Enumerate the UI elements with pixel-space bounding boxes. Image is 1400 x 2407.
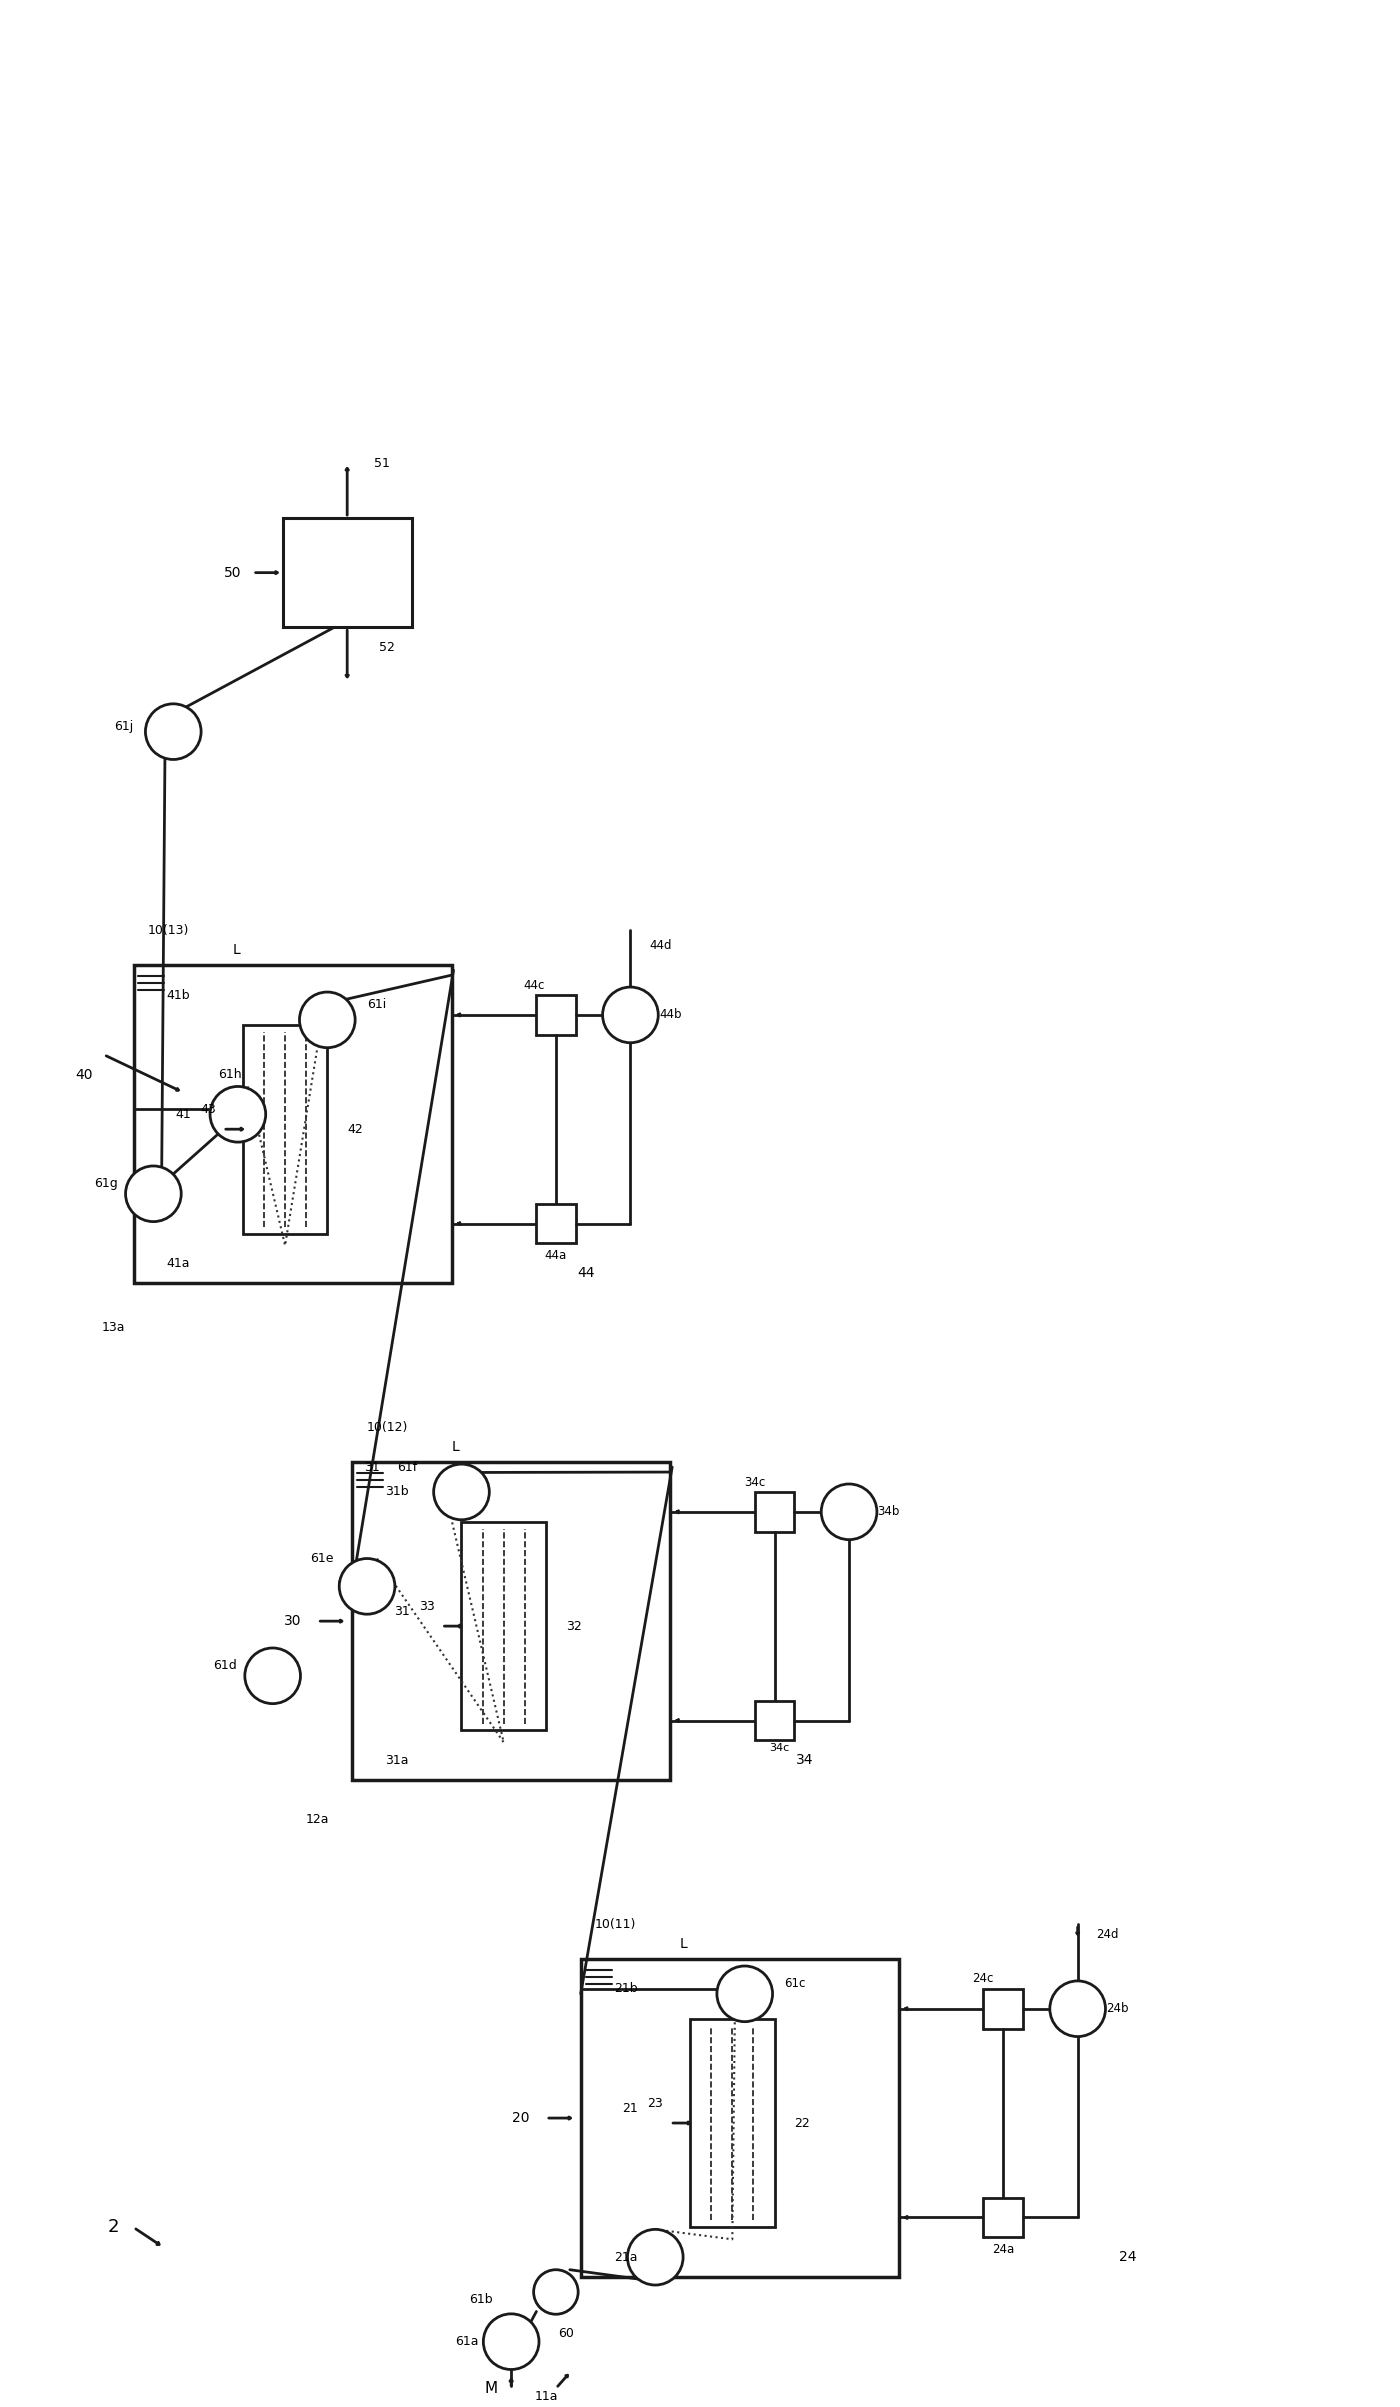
Bar <box>536 1204 575 1244</box>
Text: 61e: 61e <box>311 1553 335 1565</box>
Text: 20: 20 <box>512 2111 529 2125</box>
Text: 34: 34 <box>795 1752 813 1767</box>
Circle shape <box>300 992 356 1047</box>
Circle shape <box>210 1086 266 1141</box>
Text: 51: 51 <box>374 457 391 469</box>
Bar <box>462 1521 546 1731</box>
Text: 31: 31 <box>364 1461 379 1473</box>
Text: 41: 41 <box>175 1107 190 1122</box>
Text: 31a: 31a <box>385 1755 409 1767</box>
Text: 12a: 12a <box>305 1812 329 1827</box>
Text: 44a: 44a <box>545 1249 567 1261</box>
Text: 24: 24 <box>1119 2251 1137 2265</box>
Circle shape <box>126 1165 181 1223</box>
Text: 24c: 24c <box>973 1971 994 1986</box>
Text: 61h: 61h <box>218 1069 242 1081</box>
Text: 40: 40 <box>76 1069 92 1081</box>
Text: 21b: 21b <box>613 1983 637 1995</box>
Text: 61a: 61a <box>455 2335 479 2349</box>
Text: 10(12): 10(12) <box>367 1420 407 1435</box>
Text: L: L <box>452 1439 459 1454</box>
Circle shape <box>717 1967 773 2022</box>
Text: 61c: 61c <box>784 1979 805 1991</box>
Text: 11a: 11a <box>535 2390 557 2402</box>
Text: 2: 2 <box>108 2219 119 2236</box>
Text: 21: 21 <box>623 2101 638 2116</box>
Text: 22: 22 <box>794 2116 811 2130</box>
Circle shape <box>434 1463 490 1519</box>
Text: 34c: 34c <box>743 1475 766 1488</box>
Text: 52: 52 <box>379 640 395 655</box>
Circle shape <box>627 2229 683 2284</box>
Text: 10(11): 10(11) <box>595 1918 636 1930</box>
Bar <box>983 2198 1023 2239</box>
Text: 31: 31 <box>393 1605 410 1618</box>
Bar <box>690 2019 774 2226</box>
Text: 44c: 44c <box>524 980 545 992</box>
Text: 61i: 61i <box>367 999 386 1011</box>
Text: 24b: 24b <box>1106 2003 1128 2015</box>
Bar <box>242 1025 328 1232</box>
Text: 61d: 61d <box>213 1658 237 1673</box>
Bar <box>983 1988 1023 2029</box>
Text: 24a: 24a <box>993 2243 1014 2255</box>
Text: 32: 32 <box>566 1620 581 1632</box>
Text: L: L <box>680 1938 687 1952</box>
Text: 33: 33 <box>419 1601 434 1613</box>
Circle shape <box>339 1557 395 1615</box>
Text: 42: 42 <box>347 1122 363 1136</box>
Text: 34c: 34c <box>770 1743 790 1752</box>
Text: 24d: 24d <box>1096 1928 1119 1940</box>
Text: 43: 43 <box>200 1102 216 1117</box>
Text: 61f: 61f <box>396 1461 417 1473</box>
Circle shape <box>822 1485 876 1540</box>
Bar <box>581 1959 899 2277</box>
Text: 23: 23 <box>647 2096 664 2109</box>
Bar <box>133 965 452 1283</box>
Text: 50: 50 <box>224 566 242 580</box>
Text: 41b: 41b <box>167 989 190 1001</box>
Text: 61j: 61j <box>113 720 133 734</box>
Text: 61g: 61g <box>94 1177 118 1191</box>
Text: 44d: 44d <box>650 939 672 951</box>
Text: M: M <box>484 2381 498 2395</box>
Bar <box>755 1492 794 1531</box>
Circle shape <box>146 703 202 761</box>
Text: 13a: 13a <box>102 1321 126 1333</box>
Text: 34b: 34b <box>878 1504 900 1519</box>
Text: 44: 44 <box>577 1266 595 1281</box>
Circle shape <box>483 2313 539 2368</box>
Circle shape <box>533 2270 578 2313</box>
Text: 21a: 21a <box>613 2251 637 2263</box>
Text: 31b: 31b <box>385 1485 409 1500</box>
Bar <box>536 994 575 1035</box>
Text: 44b: 44b <box>659 1009 682 1021</box>
Text: 41a: 41a <box>167 1256 190 1271</box>
Bar <box>755 1702 794 1740</box>
Text: 10(13): 10(13) <box>147 924 189 936</box>
Text: 30: 30 <box>284 1615 301 1627</box>
Text: 61b: 61b <box>469 2294 493 2306</box>
Circle shape <box>1050 1981 1106 2036</box>
Circle shape <box>602 987 658 1042</box>
Bar <box>353 1461 671 1781</box>
Text: 60: 60 <box>557 2328 574 2340</box>
Circle shape <box>245 1649 301 1704</box>
Bar <box>283 518 412 628</box>
Text: L: L <box>232 944 241 958</box>
